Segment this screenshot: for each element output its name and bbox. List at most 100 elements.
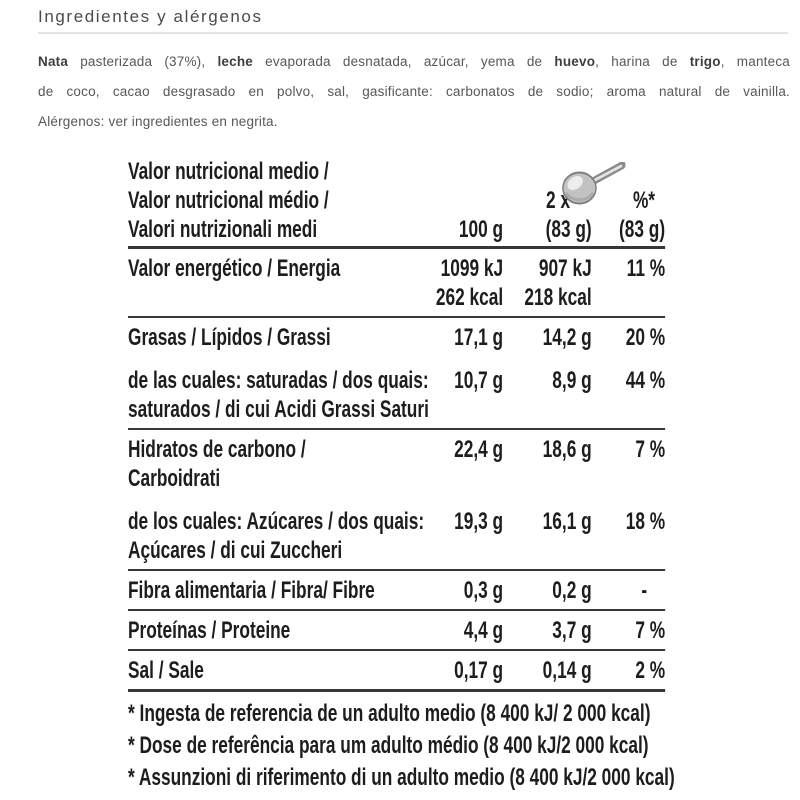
ingredients-text: pasterizada (37%), [68,54,218,69]
nutrient-name-line: Grasas / Lípidos / Grassi [128,324,331,351]
header-line-3: Valori nutrizionali medi 100 g (83 g) (8… [128,215,665,244]
per-100g-line: 0,17 g [454,657,504,684]
value-per-serving: 0,14 g [503,656,592,685]
per-serving-line: 0,2 g [552,577,592,604]
nutrient-name: Fibra alimentaria / Fibra/ Fibre [128,576,430,605]
percent-line: 18 % [625,508,666,535]
per-100g-line: 17,1 g [454,324,504,351]
per-serving-line: 18,6 g [542,436,592,463]
nutrient-name-line: Proteínas / Proteine [128,617,291,644]
value-daily-percent: 11 % [592,254,665,312]
value-per-serving: 16,1 g [503,507,592,565]
nutrition-row: Valor energético / Energia 1099 kJ 262 kc… [128,249,666,318]
allergen-bold-text: leche [217,54,253,69]
percent-line: 2 % [635,657,666,684]
nutrition-row: de los cuales: Azúcares / dos quais: Açúc… [128,497,666,571]
nutrient-name: Proteínas / Proteine [128,616,430,645]
percent-line: 44 % [625,367,666,394]
ingredients-paragraph: Nata pasterizada (37%), leche evaporada … [38,47,790,137]
allergen-bold-text: Nata [38,54,69,69]
header-line-2: Valor nutricional médio / 2 x %* [128,186,665,215]
per-serving-line: 16,1 g [542,508,592,535]
nutrient-name: Sal / Sale [128,656,430,685]
table-title-line: Valor nutricional medio / [128,158,329,185]
value-per-100g: 0,3 g [430,576,503,605]
nutrition-row: Sal / Sale 0,17 g 0,14 g 2 % [128,651,666,692]
value-per-serving: 3,7 g [503,616,592,645]
per-100g-column-header: 100 g [458,216,504,243]
value-per-serving: 14,2 g [503,323,592,352]
nutrient-name-line: Fibra alimentaria / Fibra/ Fibre [128,577,375,604]
table-title-line: Valori nutrizionali medi [128,216,318,243]
footnote-line: * Dose de referência para um adulto médi… [128,732,649,759]
value-per-100g: 22,4 g [430,435,503,493]
ingredients-text: de coco, cacao desgrasado en polvo, sal,… [38,84,790,99]
per-serving-line: 218 kcal [524,284,592,311]
ingredients-line: Alérgenos: ver ingredientes en negrita. [38,107,790,137]
per-100g-line: 0,3 g [463,577,504,604]
nutrient-name-line: Sal / Sale [128,657,204,684]
allergen-bold-text: huevo [554,54,596,69]
nutrition-row: de las cuales: saturadas / dos quais: sat… [128,356,666,430]
nutrition-row: Grasas / Lípidos / Grassi 17,1 g 14,2 g … [128,318,665,356]
nutrient-name-line: Carboidrati [128,465,221,492]
serving-weight-header: (83 g) [545,216,592,243]
value-daily-percent: 7 % [592,616,665,645]
nutrient-name-line: Valor energético / Energia [128,255,341,282]
header-line-1: Valor nutricional medio / [128,157,665,186]
ingredients-line: Nata pasterizada (37%), leche evaporada … [38,47,790,77]
nutrient-name: Valor energético / Energia [128,254,430,312]
per-100g-line: 4,4 g [463,617,504,644]
page-title: Ingredientes y alérgenos [38,7,263,26]
nutrition-footnotes: * Ingesta de referencia de un adulto med… [128,692,675,794]
value-daily-percent: 2 % [592,656,665,685]
value-daily-percent: 18 % [592,507,665,565]
per-serving-line: 0,14 g [542,657,592,684]
per-100g-line: 262 kcal [435,284,504,311]
percent-line: 7 % [635,617,666,644]
value-per-serving: 18,6 g [503,435,592,493]
ingredients-text: , manteca [720,54,790,69]
nutrition-table-body: Valor energético / Energia 1099 kJ 262 kc… [128,249,666,692]
per-100g-line: 22,4 g [454,436,504,463]
nutrition-row: Fibra alimentaria / Fibra/ Fibre 0,3 g 0… [128,571,666,611]
nutrient-name: de las cuales: saturadas / dos quais: sat… [128,366,430,424]
per-serving-line: 3,7 g [552,617,592,644]
percent-weight-header: (83 g) [619,216,666,243]
nutrient-name: de los cuales: Azúcares / dos quais: Açúc… [128,507,430,565]
nutrient-name: Hidratos de carbono / Carboidrati [128,435,430,493]
nutrient-name-line: Açúcares / di cui Zuccheri [128,537,343,564]
value-per-serving: 0,2 g [503,576,592,605]
value-per-100g: 1099 kJ 262 kcal [430,254,503,312]
per-serving-line: 907 kJ [538,255,592,282]
nutrient-name-line: Hidratos de carbono / [128,436,306,463]
per-serving-line: 8,9 g [552,367,592,394]
section-divider [38,32,788,34]
value-per-100g: 10,7 g [430,366,503,424]
footnote-line: * Assunzioni di riferimento di un adulto… [128,764,675,791]
value-daily-percent: 20 % [592,323,665,352]
nutrition-row: Proteínas / Proteine 4,4 g 3,7 g 7 % [128,611,666,651]
footnote-line: * Ingesta de referencia de un adulto med… [128,700,651,727]
allergen-bold-text: trigo [689,54,721,69]
nutrient-name: Grasas / Lípidos / Grassi [128,323,430,352]
value-per-100g: 19,3 g [430,507,503,565]
percent-column-header: %* [632,187,656,214]
value-per-serving: 907 kJ 218 kcal [503,254,592,312]
table-title-line: Valor nutricional médio / [128,187,329,214]
nutrition-table-header: Valor nutricional medio / Valor nutricio… [128,157,666,249]
value-per-serving: 8,9 g [503,366,592,424]
ingredients-text: evaporada desnatada, azúcar, yema de [252,54,555,69]
value-daily-percent: 44 % [592,366,665,424]
value-per-100g: 0,17 g [430,656,503,685]
value-daily-percent: - [592,576,665,605]
per-100g-line: 1099 kJ [440,255,504,282]
percent-line: - [641,577,648,604]
value-per-100g: 17,1 g [430,323,503,352]
percent-line: 20 % [625,324,666,351]
nutrition-row: Hidratos de carbono / Carboidrati 22,4 g … [128,430,665,497]
percent-line: 11 % [626,255,666,282]
value-per-100g: 4,4 g [430,616,503,645]
value-daily-percent: 7 % [592,435,665,493]
